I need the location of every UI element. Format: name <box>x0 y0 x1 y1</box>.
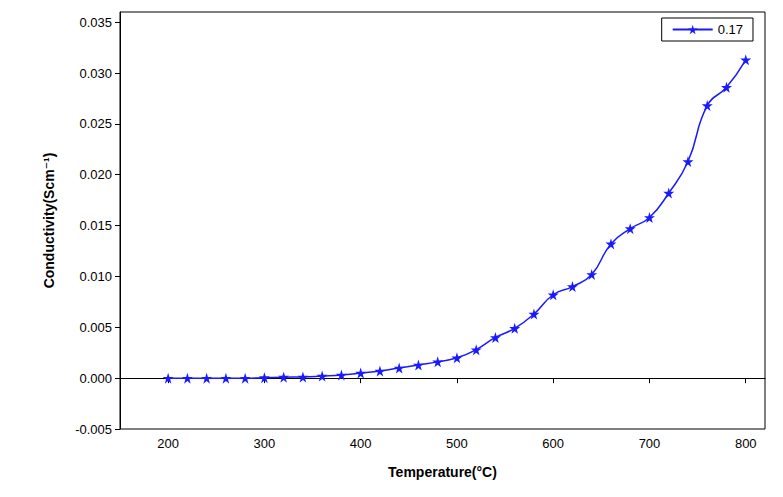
svg-text:0.000: 0.000 <box>79 371 112 386</box>
svg-text:600: 600 <box>542 436 564 451</box>
svg-text:0.035: 0.035 <box>79 15 112 30</box>
svg-text:700: 700 <box>639 436 661 451</box>
svg-text:0.015: 0.015 <box>79 218 112 233</box>
svg-text:800: 800 <box>735 436 757 451</box>
svg-text:0.025: 0.025 <box>79 116 112 131</box>
svg-text:200: 200 <box>157 436 179 451</box>
svg-text:0.005: 0.005 <box>79 320 112 335</box>
svg-text:-0.005: -0.005 <box>75 422 112 437</box>
svg-text:Conductivity(Scm⁻¹): Conductivity(Scm⁻¹) <box>41 153 57 289</box>
svg-text:0.010: 0.010 <box>79 269 112 284</box>
svg-text:0.17: 0.17 <box>718 22 743 37</box>
svg-text:400: 400 <box>350 436 372 451</box>
svg-text:0.030: 0.030 <box>79 66 112 81</box>
svg-text:500: 500 <box>446 436 468 451</box>
svg-text:300: 300 <box>254 436 276 451</box>
svg-text:0.020: 0.020 <box>79 167 112 182</box>
svg-text:Temperature(°C): Temperature(°C) <box>388 464 497 480</box>
